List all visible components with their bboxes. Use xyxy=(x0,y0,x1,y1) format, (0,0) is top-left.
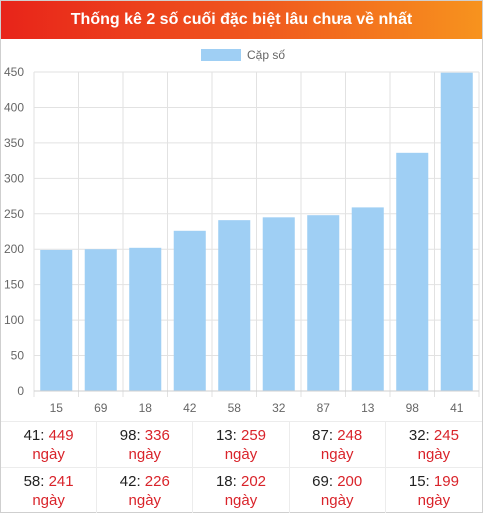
x-tick-label: 15 xyxy=(50,401,64,415)
stat-unit: ngày xyxy=(417,491,451,509)
stat-pair: 41 xyxy=(23,426,41,444)
stat-pair: 32 xyxy=(408,426,426,444)
bar-58 xyxy=(218,220,251,391)
y-tick-label: 100 xyxy=(4,313,24,327)
stat-pair: 69 xyxy=(312,472,329,490)
y-tick-label: 350 xyxy=(4,136,24,150)
stat-separator: : xyxy=(425,426,434,444)
y-tick-label: 300 xyxy=(4,171,24,185)
stat-pair: 98 xyxy=(119,426,137,444)
stat-unit: ngày xyxy=(32,445,65,463)
stat-line: 98: 336 xyxy=(120,426,170,445)
stat-days: 259 xyxy=(240,426,267,444)
stat-cell: 58: 241 ngày xyxy=(1,467,98,513)
stat-line: 15: 199 xyxy=(409,472,459,491)
chart-area: Cặp số 0 50 100 150 200 250 300 350 400 450 15 69 18 4… xyxy=(1,39,482,421)
stat-days: 336 xyxy=(144,426,170,444)
stat-line: 32: 245 xyxy=(409,426,459,445)
page-title: Thống kê 2 số cuối đặc biệt lâu chưa về … xyxy=(1,1,482,39)
stat-pair: 58 xyxy=(23,472,41,490)
x-tick-label: 58 xyxy=(228,401,242,415)
y-tick-label: 0 xyxy=(17,384,24,398)
stat-cell: 41: 449 ngày xyxy=(1,421,98,467)
stat-days: 200 xyxy=(337,472,363,490)
stat-separator: : xyxy=(40,472,49,490)
bar-32 xyxy=(262,217,295,391)
stat-separator: : xyxy=(136,426,145,444)
x-tick-label: 87 xyxy=(317,401,331,415)
x-tick-label: 13 xyxy=(361,401,375,415)
stat-unit: ngày xyxy=(320,491,354,509)
x-tick-label: 69 xyxy=(94,401,108,415)
stat-line: 13: 259 xyxy=(216,426,266,445)
stat-unit: ngày xyxy=(320,445,354,463)
legend-label: Cặp số xyxy=(247,48,285,62)
stat-line: 58: 241 xyxy=(24,472,74,491)
stat-cell: 15: 199 ngày xyxy=(385,467,482,513)
stat-line: 41: 449 xyxy=(24,426,74,445)
stat-unit: ngày xyxy=(32,491,65,509)
y-tick-label: 450 xyxy=(4,65,24,79)
stat-unit: ngày xyxy=(128,445,162,463)
stat-days: 248 xyxy=(337,426,363,444)
bar-69 xyxy=(84,249,117,391)
x-tick-label: 42 xyxy=(183,401,197,415)
y-tick-label: 50 xyxy=(11,349,25,363)
x-tick-label: 32 xyxy=(272,401,286,415)
x-tick-label: 41 xyxy=(450,401,464,415)
stat-cell: 98: 336 ngày xyxy=(97,421,194,467)
bar-98 xyxy=(396,152,429,391)
stat-separator: : xyxy=(328,426,338,444)
stat-days: 199 xyxy=(433,472,459,490)
stat-separator: : xyxy=(40,426,49,444)
stat-unit: ngày xyxy=(128,491,162,509)
y-tick-label: 200 xyxy=(4,242,24,256)
stat-line: 18: 202 xyxy=(216,472,266,491)
stat-cell: 42: 226 ngày xyxy=(97,467,194,513)
bar-13 xyxy=(351,207,384,391)
stat-separator: : xyxy=(136,472,145,490)
stat-days: 245 xyxy=(433,426,459,444)
stat-line: 42: 226 xyxy=(120,472,170,491)
stat-unit: ngày xyxy=(417,445,451,463)
stat-days: 202 xyxy=(240,472,267,490)
stat-separator: : xyxy=(425,472,434,490)
stat-unit: ngày xyxy=(224,491,258,509)
bar-42 xyxy=(173,230,206,391)
stat-pair: 15 xyxy=(408,472,426,490)
stats-grid: 41: 449 ngày 98: 336 ngày 13: 259 ngày 87: 248… xyxy=(1,421,482,513)
x-tick-label: 98 xyxy=(406,401,420,415)
stat-cell: 87: 248 ngày xyxy=(289,421,386,467)
bar-18 xyxy=(129,247,162,391)
stat-days: 226 xyxy=(144,472,170,490)
stat-pair: 87 xyxy=(312,426,329,444)
bar-chart: Cặp số 0 50 100 150 200 250 300 350 400 450 15 69 18 4… xyxy=(4,48,480,415)
stat-days: 241 xyxy=(48,472,74,490)
stat-cell: 13: 259 ngày xyxy=(193,421,290,467)
stat-cell: 69: 200 ngày xyxy=(289,467,386,513)
stat-cell: 18: 202 ngày xyxy=(193,467,290,513)
stat-unit: ngày xyxy=(224,445,258,463)
y-tick-label: 150 xyxy=(4,278,24,292)
stat-pair: 42 xyxy=(119,472,137,490)
y-tick-label: 400 xyxy=(4,100,24,114)
stat-pair: 18 xyxy=(215,472,233,490)
legend: Cặp số xyxy=(201,48,285,62)
x-tick-label: 18 xyxy=(139,401,153,415)
bar-15 xyxy=(40,249,73,391)
stat-separator: : xyxy=(232,426,241,444)
y-tick-label: 250 xyxy=(4,207,24,221)
bar-41 xyxy=(440,72,473,391)
bar-87 xyxy=(307,215,340,391)
stat-separator: : xyxy=(232,472,241,490)
legend-swatch xyxy=(201,49,241,61)
stat-line: 69: 200 xyxy=(312,472,362,491)
stat-separator: : xyxy=(328,472,338,490)
stat-pair: 13 xyxy=(215,426,233,444)
stat-cell: 32: 245 ngày xyxy=(385,421,482,467)
stat-line: 87: 248 xyxy=(312,426,362,445)
stat-days: 449 xyxy=(48,426,74,444)
